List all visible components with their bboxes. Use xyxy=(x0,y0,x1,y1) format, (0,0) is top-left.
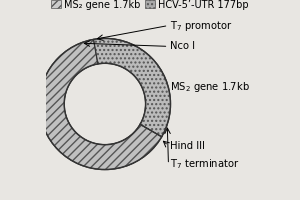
Text: Nco I: Nco I xyxy=(170,41,196,51)
Text: Hind III: Hind III xyxy=(170,141,205,151)
Text: T$_7$ promotor: T$_7$ promotor xyxy=(170,19,233,33)
Wedge shape xyxy=(39,39,162,170)
Wedge shape xyxy=(94,38,170,137)
Text: T$_7$ terminator: T$_7$ terminator xyxy=(170,158,240,171)
Text: MS$_2$ gene 1.7kb: MS$_2$ gene 1.7kb xyxy=(170,80,250,94)
Wedge shape xyxy=(39,38,170,170)
Legend: MS₂ gene 1.7kb, HCV-5’-UTR 177bp: MS₂ gene 1.7kb, HCV-5’-UTR 177bp xyxy=(51,0,248,10)
